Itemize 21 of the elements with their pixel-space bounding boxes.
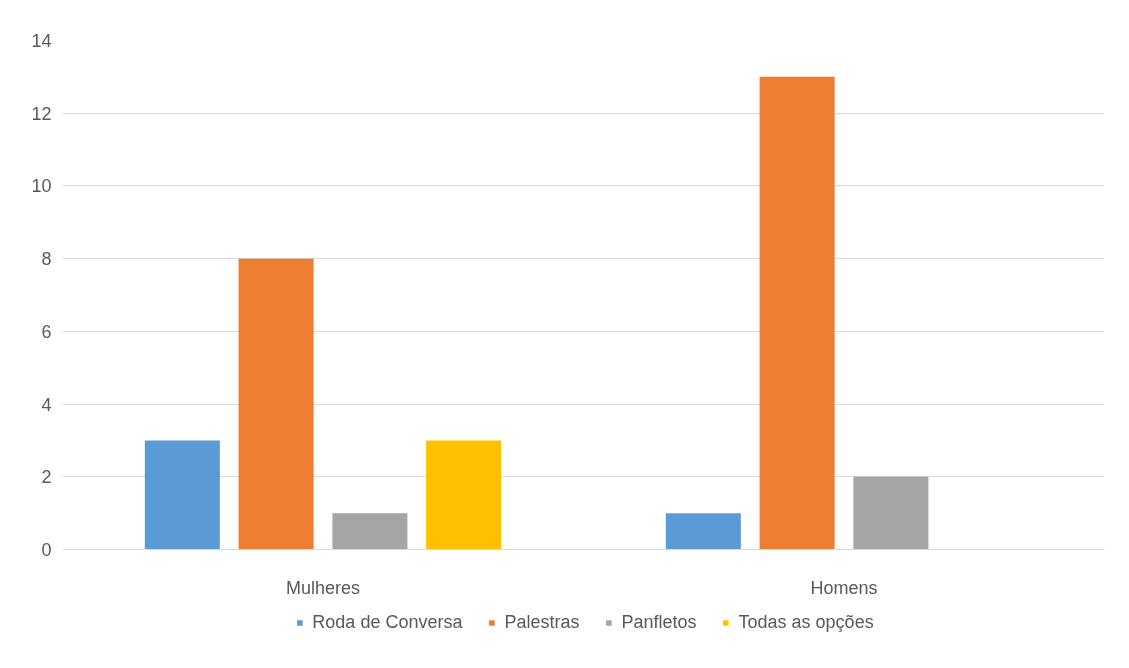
bar	[759, 76, 835, 550]
bar	[332, 513, 408, 550]
y-tick-label: 8	[41, 249, 52, 270]
x-tick-label: Homens	[810, 577, 878, 598]
bar	[665, 513, 741, 550]
x-tick-label: Mulheres	[285, 577, 361, 598]
y-tick-label: 0	[41, 540, 52, 560]
y-tick-label: 4	[41, 394, 52, 415]
y-tick-label: 14	[31, 31, 52, 51]
bar	[238, 258, 314, 550]
legend-label: Palestras	[504, 611, 580, 633]
legend-label: Roda de Conversa	[312, 611, 463, 633]
y-tick-label: 12	[31, 103, 52, 124]
legend-label: Todas as opções	[738, 611, 874, 633]
bar	[144, 440, 220, 550]
bar	[426, 440, 502, 550]
y-tick-label: 2	[41, 467, 52, 488]
y-tick-label: 6	[41, 321, 52, 342]
legend-label: Panfletos	[621, 611, 697, 633]
y-tick-label: 10	[31, 176, 52, 197]
bar	[853, 476, 929, 550]
